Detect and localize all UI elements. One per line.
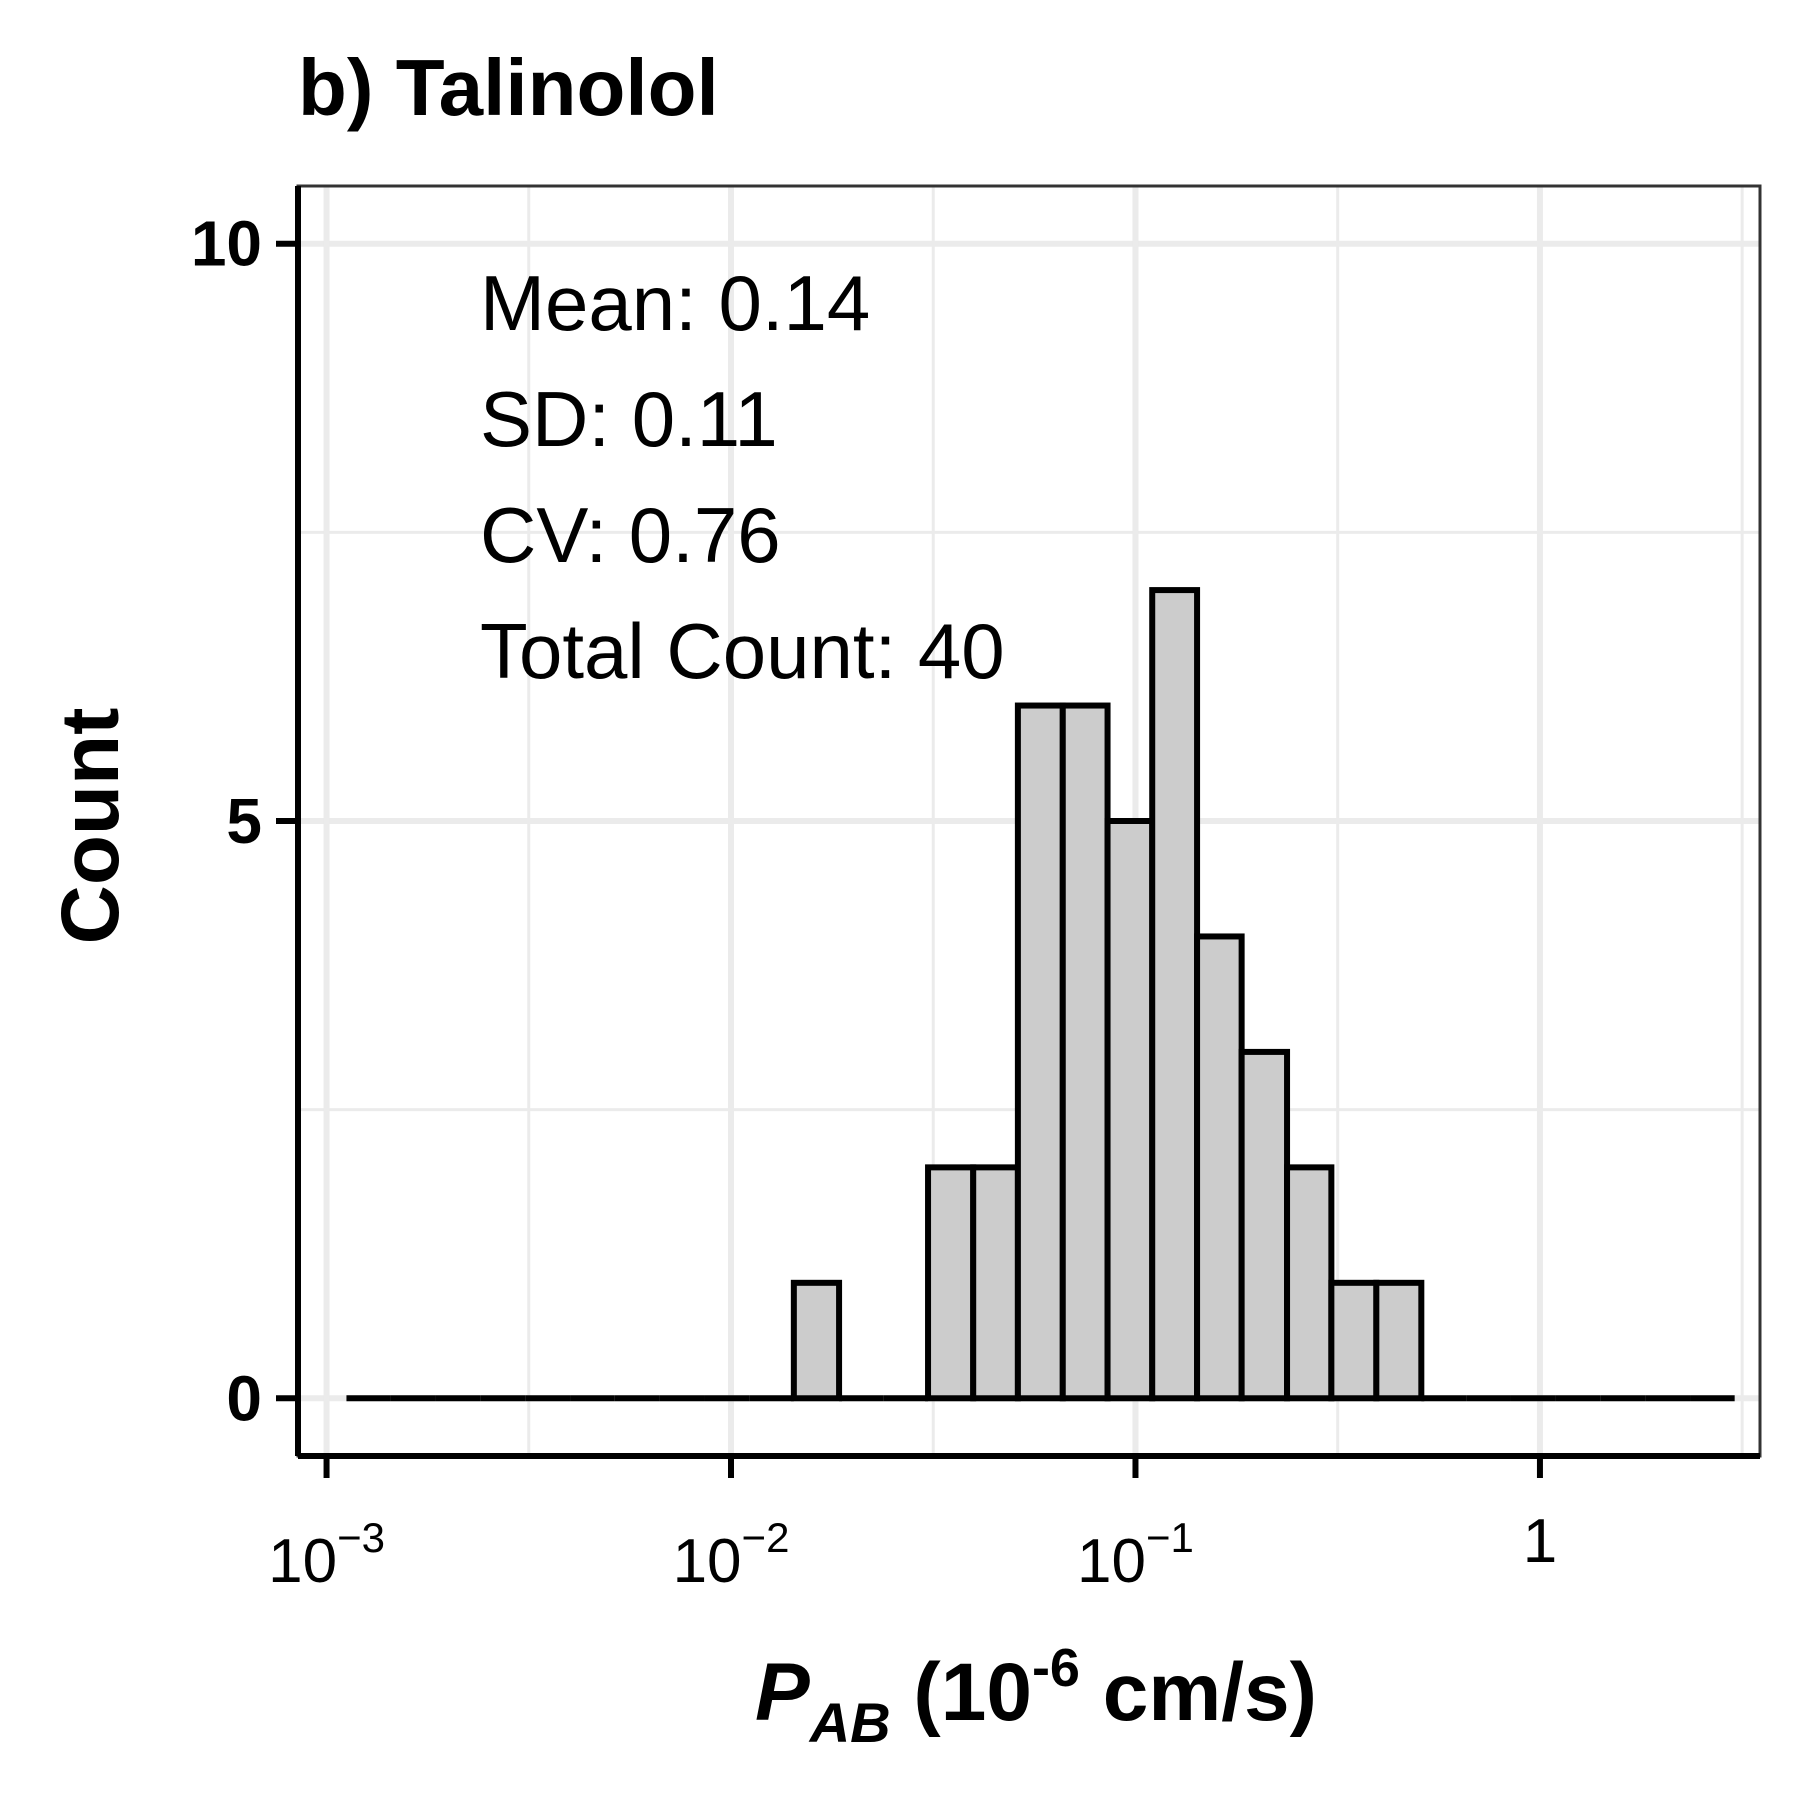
x-tick-base: 10 — [268, 1527, 337, 1596]
annotation-sd: SD: 0.11 — [480, 375, 778, 463]
histogram-bar — [1373, 1279, 1425, 1402]
chart-title: b) Talinolol — [298, 43, 719, 132]
histogram-bar — [1104, 818, 1156, 1402]
x-tick-base: 1 — [1523, 1507, 1557, 1576]
histogram-bar — [1194, 933, 1245, 1402]
annotation-cv: CV: 0.76 — [480, 491, 781, 579]
x-axis-label-exponent: -6 — [1032, 1638, 1080, 1698]
x-axis-label-unit-end: cm/s) — [1080, 1647, 1317, 1738]
y-axis-ticks: 0 5 10 — [191, 208, 298, 1434]
x-axis-label: PAB (10-6 cm/s) — [755, 1638, 1317, 1754]
histogram-bar — [1284, 1164, 1335, 1402]
summary-statistics: Mean: 0.14 SD: 0.11 CV: 0.76 Total Count… — [480, 259, 1005, 695]
x-tick-label: 10−3 — [268, 1514, 385, 1596]
y-axis-label: Count — [45, 708, 136, 945]
histogram-bars — [346, 587, 1735, 1402]
x-tick-base: 10 — [673, 1527, 742, 1596]
histogram-bar — [970, 1164, 1021, 1402]
annotation-mean: Mean: 0.14 — [480, 259, 870, 347]
x-tick-exponent: −1 — [1146, 1514, 1194, 1561]
x-tick-label: 10−1 — [1077, 1514, 1194, 1596]
y-tick-label: 5 — [226, 785, 262, 857]
x-tick-label: 1 — [1523, 1507, 1557, 1576]
x-axis-label-unit: (10 — [891, 1647, 1032, 1738]
histogram-bar — [790, 1279, 843, 1402]
x-axis-ticks: 10−3 10−2 10−1 1 — [268, 1456, 1557, 1596]
histogram-bar — [1014, 702, 1066, 1402]
histogram-bar — [1059, 702, 1111, 1402]
histogram-bar — [1238, 1048, 1291, 1402]
x-axis-label-symbol: P — [755, 1647, 810, 1738]
histogram-bar — [1149, 587, 1201, 1402]
x-tick-exponent: −3 — [337, 1514, 385, 1561]
y-tick-label: 0 — [226, 1362, 262, 1434]
histogram-bar — [1328, 1279, 1380, 1402]
x-axis-label-subscript: AB — [808, 1691, 891, 1754]
y-tick-label: 10 — [191, 208, 262, 280]
x-tick-exponent: −2 — [742, 1514, 790, 1561]
annotation-total-count: Total Count: 40 — [480, 607, 1005, 695]
x-tick-base: 10 — [1077, 1527, 1146, 1596]
x-tick-label: 10−2 — [673, 1514, 790, 1596]
histogram-bar — [925, 1164, 977, 1402]
